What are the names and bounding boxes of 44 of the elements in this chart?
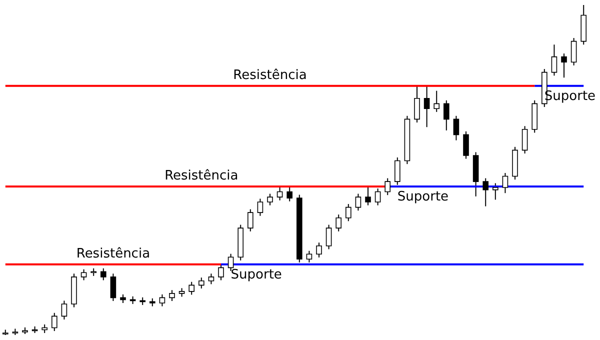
- candlestick: [51, 312, 58, 332]
- candlestick: [561, 53, 567, 78]
- candlestick: [444, 100, 450, 131]
- candlestick: [365, 186, 371, 206]
- candlestick: [384, 178, 391, 196]
- series-label: Suporte: [230, 267, 282, 282]
- candlestick: [502, 172, 508, 194]
- candlestick: [522, 126, 528, 154]
- candlestick: [551, 44, 558, 76]
- series-label: Resistência: [76, 246, 150, 262]
- candlestick: [80, 268, 87, 281]
- candlestick: [414, 85, 420, 123]
- candlestick: [248, 208, 254, 232]
- candlestick: [100, 268, 106, 281]
- candlestick: [286, 186, 292, 202]
- candlestick: [374, 188, 381, 206]
- candlestick: [257, 198, 264, 216]
- candlestick: [306, 250, 312, 263]
- candlestick: [208, 273, 214, 285]
- candlestick: [169, 290, 175, 302]
- candlestick: [267, 193, 273, 206]
- candlestick: [198, 277, 204, 289]
- candlestick: [326, 224, 332, 250]
- candlestick: [394, 156, 400, 186]
- series-label: Suporte: [397, 190, 449, 204]
- candlestick: [276, 186, 283, 201]
- candlestick: [188, 281, 194, 296]
- series-label: Resistência: [164, 168, 238, 184]
- candlestick: [463, 130, 469, 160]
- candlestick: [110, 273, 116, 302]
- series-label: Resistência: [233, 68, 307, 83]
- candlestick: [218, 264, 224, 281]
- candlestick: [482, 178, 489, 207]
- candlestick: [61, 300, 68, 320]
- candlestick: [424, 85, 430, 128]
- candlestick: [434, 90, 440, 112]
- candlestick: [453, 115, 460, 141]
- candlestick: [355, 193, 362, 212]
- candlestick: [346, 203, 352, 222]
- candlestick: [316, 242, 322, 258]
- candlestick: [159, 294, 166, 307]
- candlestick: [336, 214, 342, 232]
- candlestick: [492, 182, 498, 200]
- candlestick: [570, 38, 577, 66]
